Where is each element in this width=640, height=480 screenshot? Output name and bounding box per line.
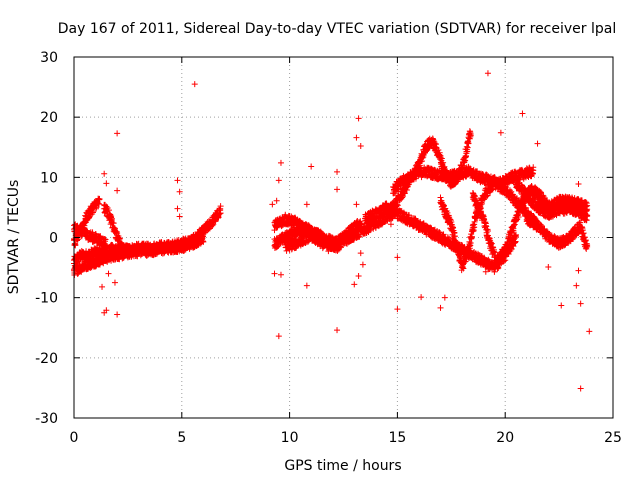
chart-title: Day 167 of 2011, Sidereal Day-to-day VTE… (58, 21, 616, 37)
data-point (102, 236, 109, 243)
data-point (217, 210, 224, 217)
data-point (200, 231, 207, 238)
data-point (72, 242, 79, 249)
data-point (122, 252, 129, 259)
data-point (200, 238, 207, 245)
data-points (71, 70, 593, 392)
data-point (114, 230, 121, 237)
data-point (74, 237, 81, 244)
data-point (102, 242, 109, 249)
data-point (96, 196, 103, 203)
data-point (121, 245, 128, 252)
data-point (217, 203, 224, 210)
data-point (116, 235, 123, 242)
data-point (209, 222, 216, 229)
data-point (89, 209, 96, 216)
